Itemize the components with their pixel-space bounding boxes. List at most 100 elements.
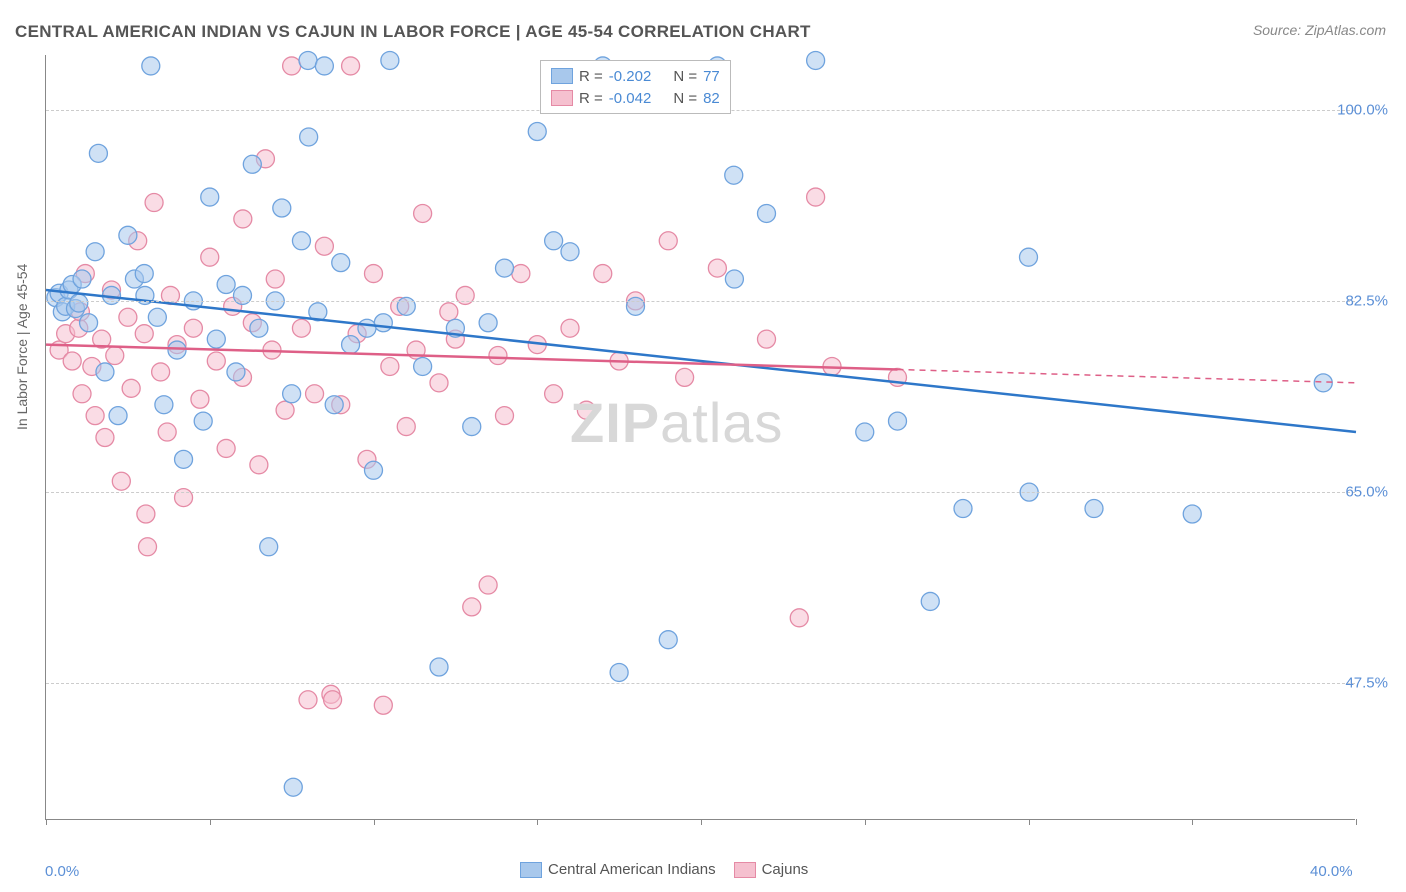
cai-point xyxy=(283,385,301,403)
y-tick-label: 82.5% xyxy=(1345,292,1388,309)
legend-swatch xyxy=(734,862,756,878)
cajun-point xyxy=(283,57,301,75)
chart-title: CENTRAL AMERICAN INDIAN VS CAJUN IN LABO… xyxy=(15,22,811,42)
cajun-point xyxy=(342,57,360,75)
cai-point xyxy=(227,363,245,381)
cai-point xyxy=(342,336,360,354)
cajun-point xyxy=(96,429,114,447)
bottom-legend-label: Cajuns xyxy=(762,861,809,878)
cajun-point xyxy=(545,385,563,403)
cajun-point xyxy=(496,407,514,425)
cai-point xyxy=(1183,505,1201,523)
cajun-point xyxy=(414,204,432,222)
legend-n-label: N = xyxy=(673,68,697,85)
bottom-legend-item-cai: Central American Indians xyxy=(520,861,716,878)
cai-point xyxy=(856,423,874,441)
cai-point xyxy=(80,314,98,332)
y-tick-label: 47.5% xyxy=(1345,675,1388,692)
cai-point xyxy=(292,232,310,250)
cai-point xyxy=(284,778,302,796)
cai-point xyxy=(496,259,514,277)
cajun-point xyxy=(430,374,448,392)
cai-point xyxy=(109,407,127,425)
cajun-point xyxy=(207,352,225,370)
cajun-regression-line-dashed xyxy=(898,369,1357,382)
cajun-point xyxy=(397,418,415,436)
legend-swatch xyxy=(520,862,542,878)
cajun-point xyxy=(790,609,808,627)
x-tick xyxy=(210,819,211,825)
cajun-point xyxy=(266,270,284,288)
legend-swatch xyxy=(551,90,573,106)
cai-point xyxy=(725,270,743,288)
legend-row-cajun: R =-0.042N =82 xyxy=(551,87,720,109)
cajun-point xyxy=(512,265,530,283)
cajun-point xyxy=(758,330,776,348)
x-tick xyxy=(865,819,866,825)
cai-point xyxy=(325,396,343,414)
cai-point xyxy=(315,57,333,75)
cajun-point xyxy=(479,576,497,594)
cai-point xyxy=(89,144,107,162)
legend-r-value: -0.042 xyxy=(609,90,652,107)
cai-point xyxy=(545,232,563,250)
cajun-point xyxy=(659,232,677,250)
cai-point xyxy=(86,243,104,261)
cajun-point xyxy=(158,423,176,441)
cajun-point xyxy=(594,265,612,283)
cai-point xyxy=(207,330,225,348)
y-tick-label: 100.0% xyxy=(1337,101,1388,118)
cajun-point xyxy=(324,691,342,709)
gridline-horizontal xyxy=(46,492,1355,493)
legend-row-cai: R =-0.202N =77 xyxy=(551,65,720,87)
cajun-point xyxy=(577,401,595,419)
cajun-point xyxy=(381,357,399,375)
cai-point xyxy=(463,418,481,436)
cai-point xyxy=(260,538,278,556)
cajun-point xyxy=(184,319,202,337)
cai-point xyxy=(365,461,383,479)
cai-point xyxy=(610,663,628,681)
cajun-point xyxy=(676,368,694,386)
x-tick xyxy=(537,819,538,825)
cajun-point xyxy=(106,347,124,365)
cajun-point xyxy=(217,439,235,457)
bottom-legend-label: Central American Indians xyxy=(548,861,716,878)
legend-r-label: R = xyxy=(579,68,603,85)
gridline-horizontal xyxy=(46,683,1355,684)
cai-point xyxy=(201,188,219,206)
cai-point xyxy=(300,128,318,146)
cajun-point xyxy=(139,538,157,556)
cai-point xyxy=(250,319,268,337)
cai-point xyxy=(921,592,939,610)
cai-point xyxy=(374,314,392,332)
cai-point xyxy=(243,155,261,173)
cai-point xyxy=(142,57,160,75)
plot-svg xyxy=(46,55,1355,819)
cajun-point xyxy=(306,385,324,403)
cajun-point xyxy=(374,696,392,714)
cai-point xyxy=(479,314,497,332)
cajun-point xyxy=(122,379,140,397)
x-tick xyxy=(1029,819,1030,825)
cai-point xyxy=(659,631,677,649)
cajun-point xyxy=(137,505,155,523)
x-tick-label: 40.0% xyxy=(1310,863,1353,880)
cai-point xyxy=(1085,500,1103,518)
bottom-legend-item-cajun: Cajuns xyxy=(734,861,809,878)
cajun-point xyxy=(152,363,170,381)
cajun-point xyxy=(292,319,310,337)
cajun-point xyxy=(708,259,726,277)
x-tick-label: 0.0% xyxy=(45,863,79,880)
legend-n-value: 82 xyxy=(703,90,720,107)
cajun-point xyxy=(201,248,219,266)
cajun-point xyxy=(112,472,130,490)
cajun-point xyxy=(315,237,333,255)
cajun-point xyxy=(119,308,137,326)
cai-point xyxy=(148,308,166,326)
cai-point xyxy=(332,254,350,272)
cai-point xyxy=(414,357,432,375)
x-tick xyxy=(701,819,702,825)
cai-point xyxy=(168,341,186,359)
cai-point xyxy=(96,363,114,381)
